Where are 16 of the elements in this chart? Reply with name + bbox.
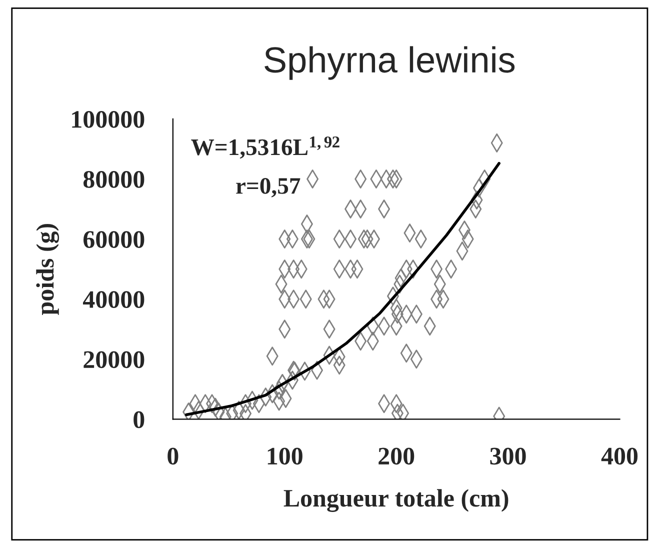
y-tick-label: 20000 (84, 351, 144, 368)
annotation: W=1,5316L$^{1,92}$ (191, 136, 340, 159)
annotation: r=0,57 (236, 178, 300, 198)
x-axis-title: Longueur totale (cm) (284, 489, 508, 512)
y-tick-label: 40000 (82, 291, 144, 308)
y-tick-label: 0 (134, 411, 144, 428)
x-tick-label: 100 (268, 448, 302, 465)
y-tick-label: 80000 (83, 171, 144, 188)
chart-title: Sphyrna lewinis (264, 46, 515, 80)
x-tick-label: 0 (168, 448, 178, 465)
y-tick-label: 60000 (84, 231, 144, 248)
y-axis-title: poids (g) (36, 224, 60, 315)
x-tick-label: 200 (378, 448, 414, 465)
x-tick-label: 400 (601, 448, 638, 465)
y-tick-label: 100000 (72, 110, 144, 128)
x-tick-label: 300 (490, 448, 526, 465)
